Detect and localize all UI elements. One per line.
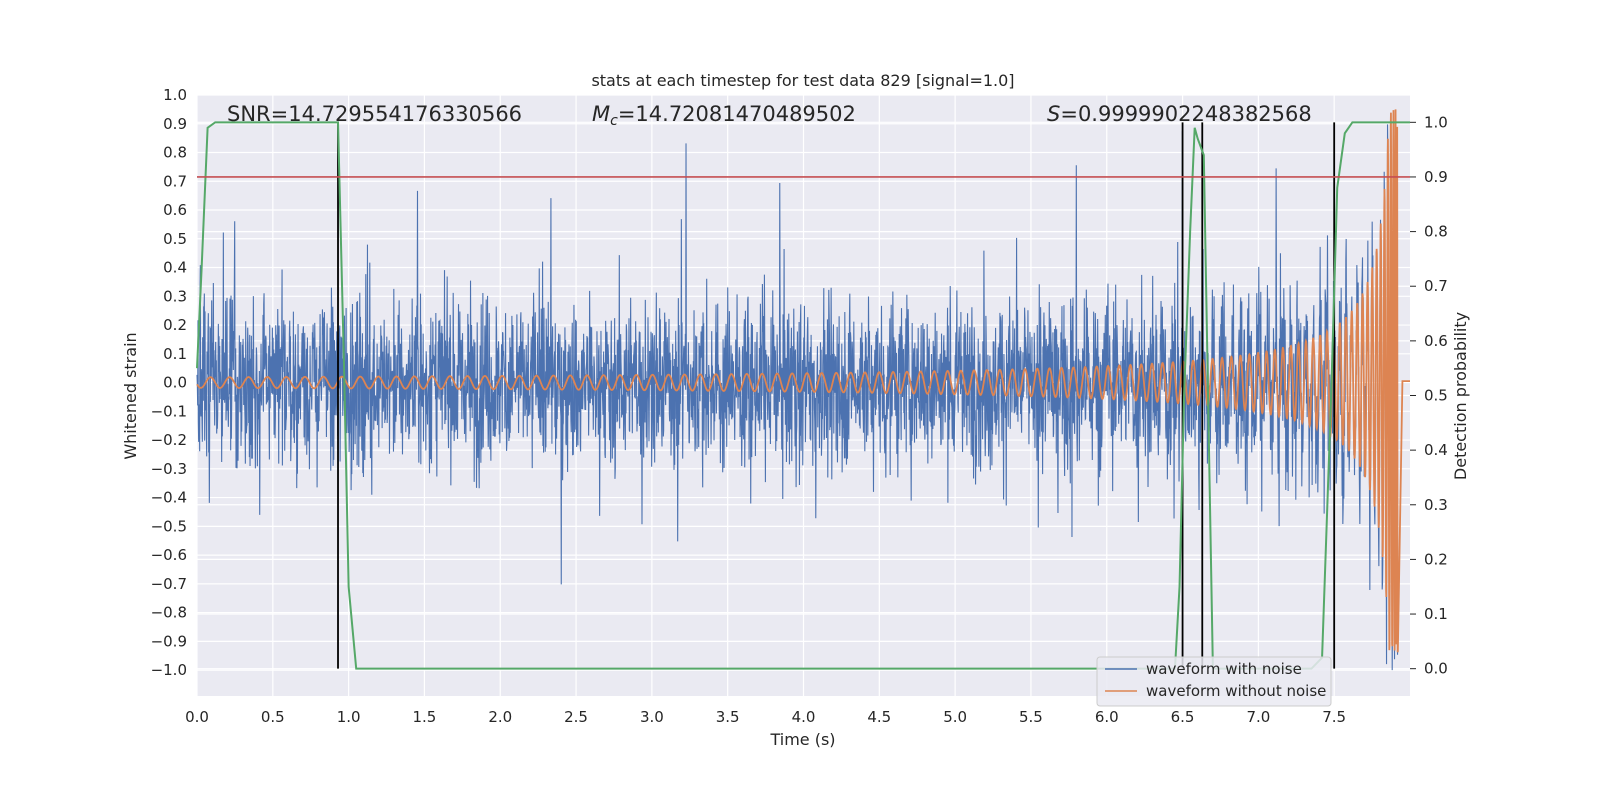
y-axis-label: Whitened strain	[121, 332, 140, 459]
noise-waveform-line	[196, 117, 1399, 671]
y-tick-label: −0.4	[151, 489, 187, 507]
y-tick-label: 0.4	[163, 259, 187, 277]
x-axis-label: Time (s)	[769, 730, 835, 749]
y-tick-label: −0.8	[151, 604, 187, 622]
y-tick-label: −0.9	[151, 632, 187, 650]
y2-tick-label: 0.0	[1424, 660, 1448, 678]
y2-tick-label: 0.5	[1424, 387, 1448, 405]
y-tick-label: −1.0	[151, 661, 187, 679]
y2-axis-label: Detection probability	[1451, 312, 1470, 480]
y2-tick-label: 0.9	[1424, 168, 1448, 186]
waveform-without-noise-series	[196, 109, 1410, 653]
vertical-markers	[337, 122, 1336, 669]
x-tick-label: 0.0	[185, 708, 209, 726]
y2-tick-label: 0.4	[1424, 441, 1448, 459]
y2-tick-label: 0.1	[1424, 605, 1448, 623]
chirp-mass-annotation: Mc=14.72081470489502	[592, 102, 856, 129]
y-tick-label: −0.2	[151, 431, 187, 449]
y-tick-label: 0.6	[163, 201, 187, 219]
y-tick-label: 0.8	[163, 144, 187, 162]
chirp-mass-symbol: M	[592, 102, 610, 126]
y2-tick-label: 0.6	[1424, 332, 1448, 350]
x-tick-label: 1.0	[337, 708, 361, 726]
y-tick-label: −0.7	[151, 575, 187, 593]
y-tick-label: 0.5	[163, 230, 187, 248]
waveform-with-noise-series	[196, 117, 1399, 671]
x-tick-label: 6.5	[1171, 708, 1195, 726]
legend: waveform with noise waveform without noi…	[1096, 656, 1332, 707]
x-tick-label: 5.5	[1019, 708, 1043, 726]
y-axis-ticks: 1.0 0.9 0.8 0.7 0.6 0.5 0.4 0.3 0.2 0.1 0.0 −0.1 −0.…	[151, 86, 187, 679]
x-tick-label: 5.0	[943, 708, 967, 726]
y-tick-label: −0.6	[151, 546, 187, 564]
y2-tick-label: 1.0	[1424, 113, 1448, 131]
y-tick-label: 0.1	[163, 345, 187, 363]
y2-tick-label: 0.7	[1424, 277, 1448, 295]
x-tick-label: 4.5	[867, 708, 891, 726]
x-tick-label: 4.0	[792, 708, 816, 726]
score-symbol: S	[1047, 102, 1060, 126]
legend-label-clean: waveform without noise	[1146, 682, 1326, 700]
chart-title: stats at each timestep for test data 829…	[591, 71, 1014, 90]
y-tick-label: 0.3	[163, 287, 187, 305]
score-value: =0.9999902248382568	[1060, 102, 1311, 126]
x-tick-label: 2.0	[488, 708, 512, 726]
x-tick-label: 2.5	[564, 708, 588, 726]
y-tick-label: 0.2	[163, 316, 187, 334]
legend-box	[1096, 656, 1332, 707]
y2-tick-label: 0.8	[1424, 223, 1448, 241]
x-tick-label: 0.5	[261, 708, 285, 726]
clean-waveform-line	[196, 109, 1410, 653]
x-tick-label: 3.5	[716, 708, 740, 726]
x-tick-label: 6.0	[1095, 708, 1119, 726]
score-annotation: S=0.9999902248382568	[1047, 102, 1312, 126]
y2-tick-label: 0.3	[1424, 496, 1448, 514]
x-tick-label: 7.5	[1322, 708, 1346, 726]
x-tick-label: 3.0	[640, 708, 664, 726]
chirp-mass-subscript: c	[610, 113, 618, 129]
y-tick-label: −0.3	[151, 460, 187, 478]
y2-axis-ticks: 1.0 0.9 0.8 0.7 0.6 0.5 0.4 0.3 0.2 0.1 0.0	[1410, 113, 1448, 678]
y-tick-label: 0.0	[163, 374, 187, 392]
y-tick-label: 0.7	[163, 172, 187, 190]
legend-label-noise: waveform with noise	[1146, 660, 1302, 678]
snr-annotation: SNR=14.729554176330566	[227, 102, 522, 126]
x-tick-label: 1.5	[413, 708, 437, 726]
y-tick-label: −0.5	[151, 517, 187, 535]
x-axis-ticks: 0.0 0.5 1.0 1.5 2.0 2.5 3.0 3.5 4.0 4.5 5.0 5.5 6.0 6…	[185, 708, 1346, 726]
x-tick-label: 7.0	[1246, 708, 1270, 726]
chirp-mass-value: =14.72081470489502	[618, 102, 856, 126]
y-tick-label: 0.9	[163, 115, 187, 133]
y2-tick-label: 0.2	[1424, 550, 1448, 568]
y-tick-label: −0.1	[151, 402, 187, 420]
y-tick-label: 1.0	[163, 86, 187, 104]
